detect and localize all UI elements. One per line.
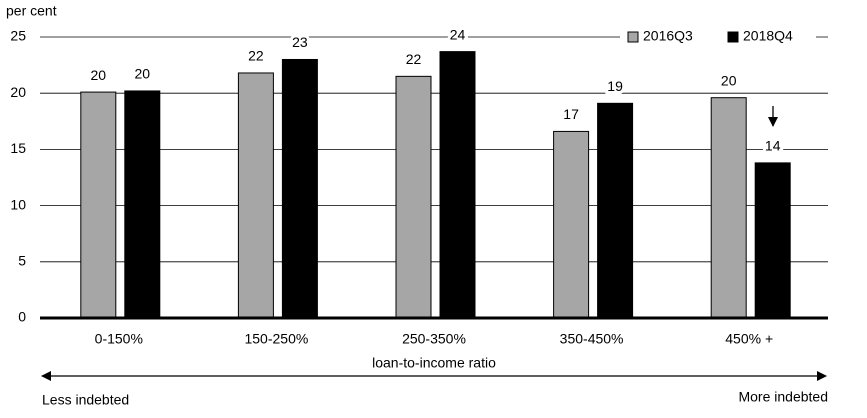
- value-label: 17: [563, 106, 579, 122]
- bar: [395, 75, 432, 319]
- bar: [124, 90, 161, 319]
- value-label: 23: [292, 34, 308, 50]
- bar: [710, 97, 747, 319]
- y-axis-label: per cent: [6, 3, 57, 19]
- bar: [754, 162, 791, 319]
- bar: [237, 72, 274, 319]
- legend-background: [620, 27, 816, 47]
- y-tick-label: 10: [10, 196, 26, 212]
- value-label: 19: [607, 78, 623, 94]
- legend-label: 2016Q3: [643, 28, 693, 44]
- value-label: 20: [721, 72, 737, 88]
- bar: [80, 91, 117, 319]
- value-label: 20: [135, 66, 151, 82]
- x-tick-label: 350-450%: [560, 331, 624, 347]
- x-axis-label: loan-to-income ratio: [372, 355, 496, 371]
- bar: [439, 51, 476, 319]
- x-tick-label: 0-150%: [95, 331, 143, 347]
- bar: [281, 58, 318, 319]
- value-label: 22: [406, 51, 422, 67]
- value-label: 20: [91, 67, 107, 83]
- left-note: Less indebted: [42, 392, 129, 408]
- y-tick-label: 15: [10, 140, 26, 156]
- right-note: More indebted: [738, 389, 828, 405]
- y-tick-label: 25: [10, 28, 26, 44]
- value-label: 22: [248, 48, 264, 64]
- x-tick-label: 450% +: [725, 331, 773, 347]
- legend-swatch: [627, 31, 639, 43]
- value-label: 14: [765, 138, 781, 154]
- value-label: 24: [450, 26, 466, 42]
- x-tick-label: 250-350%: [402, 331, 466, 347]
- legend-label: 2018Q4: [743, 28, 793, 44]
- y-tick-label: 5: [18, 253, 26, 269]
- y-tick-label: 0: [18, 309, 26, 325]
- bar: [597, 102, 634, 319]
- legend-swatch: [727, 31, 739, 43]
- bar: [553, 130, 590, 319]
- y-tick-label: 20: [10, 84, 26, 100]
- x-tick-label: 150-250%: [244, 331, 308, 347]
